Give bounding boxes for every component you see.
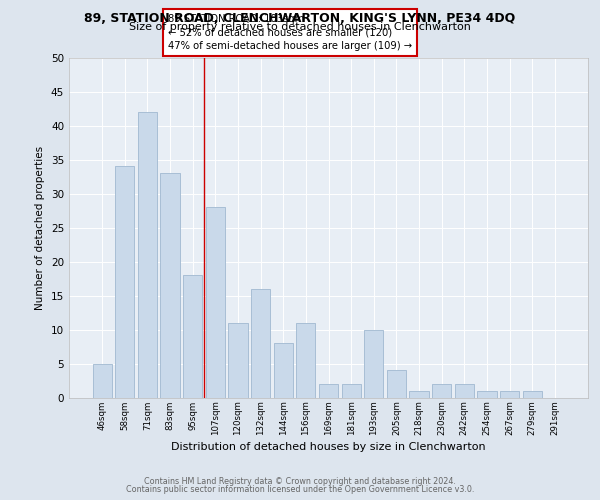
Text: Size of property relative to detached houses in Clenchwarton: Size of property relative to detached ho… bbox=[129, 22, 471, 32]
Bar bbox=[455, 384, 474, 398]
Text: Contains public sector information licensed under the Open Government Licence v3: Contains public sector information licen… bbox=[126, 484, 474, 494]
Bar bbox=[409, 390, 428, 398]
Bar bbox=[500, 390, 519, 398]
Bar bbox=[138, 112, 157, 398]
Bar bbox=[251, 288, 270, 398]
Text: 89, STATION ROAD, CLENCHWARTON, KING'S LYNN, PE34 4DQ: 89, STATION ROAD, CLENCHWARTON, KING'S L… bbox=[85, 12, 515, 26]
X-axis label: Distribution of detached houses by size in Clenchwarton: Distribution of detached houses by size … bbox=[171, 442, 486, 452]
Bar bbox=[319, 384, 338, 398]
Bar bbox=[296, 322, 316, 398]
Text: 89 STATION ROAD: 103sqm
← 52% of detached houses are smaller (120)
47% of semi-d: 89 STATION ROAD: 103sqm ← 52% of detache… bbox=[167, 14, 412, 51]
Text: Contains HM Land Registry data © Crown copyright and database right 2024.: Contains HM Land Registry data © Crown c… bbox=[144, 477, 456, 486]
Bar bbox=[115, 166, 134, 398]
Bar bbox=[432, 384, 451, 398]
Bar bbox=[523, 390, 542, 398]
Y-axis label: Number of detached properties: Number of detached properties bbox=[35, 146, 46, 310]
Bar bbox=[183, 275, 202, 398]
Bar bbox=[341, 384, 361, 398]
Bar bbox=[477, 390, 497, 398]
Bar bbox=[92, 364, 112, 398]
Bar bbox=[160, 173, 180, 398]
Bar bbox=[364, 330, 383, 398]
Bar bbox=[274, 343, 293, 398]
Bar bbox=[229, 322, 248, 398]
Bar bbox=[387, 370, 406, 398]
Bar bbox=[206, 207, 225, 398]
